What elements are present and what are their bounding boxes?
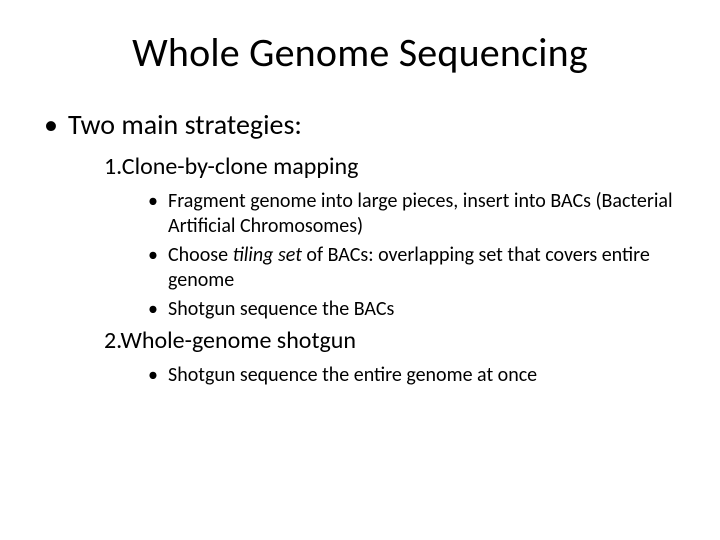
strategy-1-sub-1: Fragment genome into large pieces, inser… — [40, 189, 680, 239]
strategy-2-number: 2. — [104, 326, 121, 355]
main-bullet: Two main strategies: — [40, 107, 680, 142]
strategy-1-title: Clone-by-clone mapping — [122, 152, 359, 181]
slide-title: Whole Genome Sequencing — [40, 28, 680, 77]
strategy-2-heading: 2.Whole-genome shotgun — [40, 326, 680, 355]
strategy-1-sub-2-italic: tiling set — [233, 243, 302, 267]
strategy-2-sub-1: Shotgun sequence the entire genome at on… — [40, 363, 680, 388]
slide: Whole Genome Sequencing Two main strateg… — [0, 0, 720, 540]
strategy-1-sub-2-prefix: Choose — [168, 243, 233, 267]
strategy-1-number: 1. — [104, 152, 122, 181]
strategy-1-sub-2: Choose tiling set of BACs: overlapping s… — [40, 243, 680, 293]
strategy-2-title: Whole-genome shotgun — [121, 326, 356, 355]
strategy-1-heading: 1.Clone-by-clone mapping — [40, 152, 680, 181]
strategy-1-sub-3: Shotgun sequence the BACs — [40, 297, 680, 322]
